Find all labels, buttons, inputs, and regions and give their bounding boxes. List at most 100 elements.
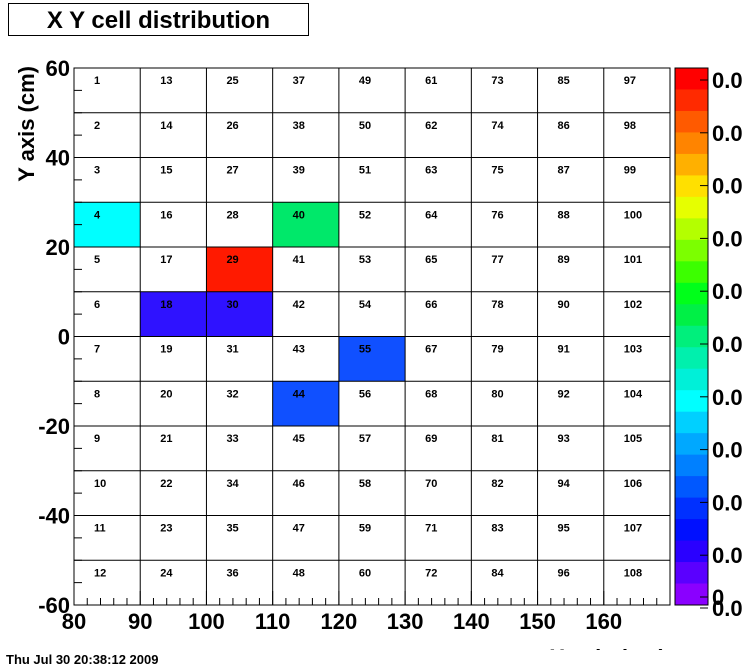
x-tick-label-150: 150 <box>519 609 556 634</box>
colorbar-frame <box>674 67 709 606</box>
cell-label-26: 26 <box>226 120 238 132</box>
cell-label-75: 75 <box>491 165 503 177</box>
cell-label-107: 107 <box>624 523 642 535</box>
y-tick-label--60: -60 <box>38 593 70 618</box>
cell-label-42: 42 <box>293 299 305 311</box>
cell-label-67: 67 <box>425 344 437 356</box>
cell-label-96: 96 <box>558 567 570 579</box>
cell-label-37: 37 <box>293 75 305 87</box>
chart-title-box: X Y cell distribution <box>8 3 309 36</box>
cell-label-23: 23 <box>160 523 172 535</box>
colorbar-swatch-24 <box>675 583 708 606</box>
cell-label-13: 13 <box>160 75 172 87</box>
cell-label-83: 83 <box>491 523 503 535</box>
colorbar-label-11: 0.0 <box>712 649 743 650</box>
colorbar-swatch-12 <box>675 325 708 348</box>
cell-label-5: 5 <box>94 254 100 266</box>
cell-label-103: 103 <box>624 344 642 356</box>
colorbar-swatch-6 <box>675 196 708 219</box>
cell-label-98: 98 <box>624 120 636 132</box>
cell-label-9: 9 <box>94 433 100 445</box>
cell-label-51: 51 <box>359 165 371 177</box>
cell-label-78: 78 <box>491 299 503 311</box>
cell-label-74: 74 <box>491 120 504 132</box>
y-tick-label-20: 20 <box>46 235 70 260</box>
cell-label-93: 93 <box>558 433 570 445</box>
cell-label-21: 21 <box>160 433 172 445</box>
colorbar-label-5: 0.0 <box>712 332 743 357</box>
cell-label-86: 86 <box>558 120 570 132</box>
cell-label-100: 100 <box>624 209 642 221</box>
filled-cell-29 <box>206 247 273 292</box>
colorbar-swatch-19 <box>675 476 708 499</box>
cell-label-87: 87 <box>558 165 570 177</box>
cell-label-90: 90 <box>558 299 570 311</box>
x-tick-label-140: 140 <box>453 609 490 634</box>
cell-label-30: 30 <box>226 299 238 311</box>
cell-label-92: 92 <box>558 388 570 400</box>
cell-label-88: 88 <box>558 209 570 221</box>
y-tick-label--40: -40 <box>38 504 70 529</box>
cell-label-29: 29 <box>226 254 238 266</box>
cell-label-36: 36 <box>226 567 238 579</box>
colorbar-label-3: 0.0 <box>712 226 743 251</box>
cell-label-11: 11 <box>94 523 106 535</box>
cell-label-3: 3 <box>94 165 100 177</box>
cell-label-80: 80 <box>491 388 503 400</box>
cell-label-47: 47 <box>293 523 305 535</box>
filled-cell-40 <box>272 202 339 247</box>
x-tick-label-110: 110 <box>255 609 291 634</box>
x-tick-label-120: 120 <box>321 609 358 634</box>
cell-label-94: 94 <box>558 478 571 490</box>
cell-label-108: 108 <box>624 567 642 579</box>
colorbar-swatch-10 <box>675 282 708 305</box>
colorbar-swatch-5 <box>675 175 708 198</box>
cell-label-20: 20 <box>160 388 172 400</box>
colorbar-swatch-7 <box>675 218 708 241</box>
cell-label-73: 73 <box>491 75 503 87</box>
cell-label-99: 99 <box>624 165 636 177</box>
cell-label-14: 14 <box>160 120 173 132</box>
cell-label-82: 82 <box>491 478 503 490</box>
colorbar-swatch-13 <box>675 347 708 370</box>
cell-label-39: 39 <box>293 165 305 177</box>
cell-label-19: 19 <box>160 344 172 356</box>
cell-label-65: 65 <box>425 254 437 266</box>
colorbar-label-7: 0.0 <box>712 438 743 463</box>
cell-label-38: 38 <box>293 120 305 132</box>
colorbar-swatch-14 <box>675 368 708 391</box>
cell-label-50: 50 <box>359 120 371 132</box>
colorbar-swatch-22 <box>675 540 708 563</box>
cell-label-44: 44 <box>293 388 306 400</box>
cell-label-79: 79 <box>491 344 503 356</box>
cell-label-61: 61 <box>425 75 437 87</box>
cell-label-59: 59 <box>359 523 371 535</box>
x-tick-label-80: 80 <box>62 609 86 634</box>
x-tick-label-90: 90 <box>128 609 152 634</box>
cell-label-31: 31 <box>226 344 238 356</box>
y-tick-label-60: 60 <box>46 56 70 81</box>
cell-label-70: 70 <box>425 478 437 490</box>
cell-label-8: 8 <box>94 388 100 400</box>
cell-label-105: 105 <box>624 433 642 445</box>
y-tick-label-40: 40 <box>46 146 70 171</box>
cell-label-40: 40 <box>293 209 305 221</box>
cell-label-7: 7 <box>94 344 100 356</box>
colorbar-swatch-11 <box>675 304 708 327</box>
colorbar-swatch-0 <box>675 68 708 90</box>
colorbar-swatch-8 <box>675 239 708 262</box>
colorbar-swatch-17 <box>675 433 708 456</box>
cell-label-25: 25 <box>226 75 238 87</box>
cell-label-102: 102 <box>624 299 642 311</box>
colorbar-swatch-3 <box>675 132 708 155</box>
cell-label-45: 45 <box>293 433 305 445</box>
cell-label-85: 85 <box>558 75 570 87</box>
cell-label-66: 66 <box>425 299 437 311</box>
cell-label-33: 33 <box>226 433 238 445</box>
filled-cell-55 <box>338 336 406 382</box>
cell-label-27: 27 <box>226 165 238 177</box>
cell-label-106: 106 <box>624 478 642 490</box>
y-tick-label-0: 0 <box>58 325 70 350</box>
cell-label-12: 12 <box>94 567 106 579</box>
colorbar-swatch-16 <box>675 411 708 434</box>
